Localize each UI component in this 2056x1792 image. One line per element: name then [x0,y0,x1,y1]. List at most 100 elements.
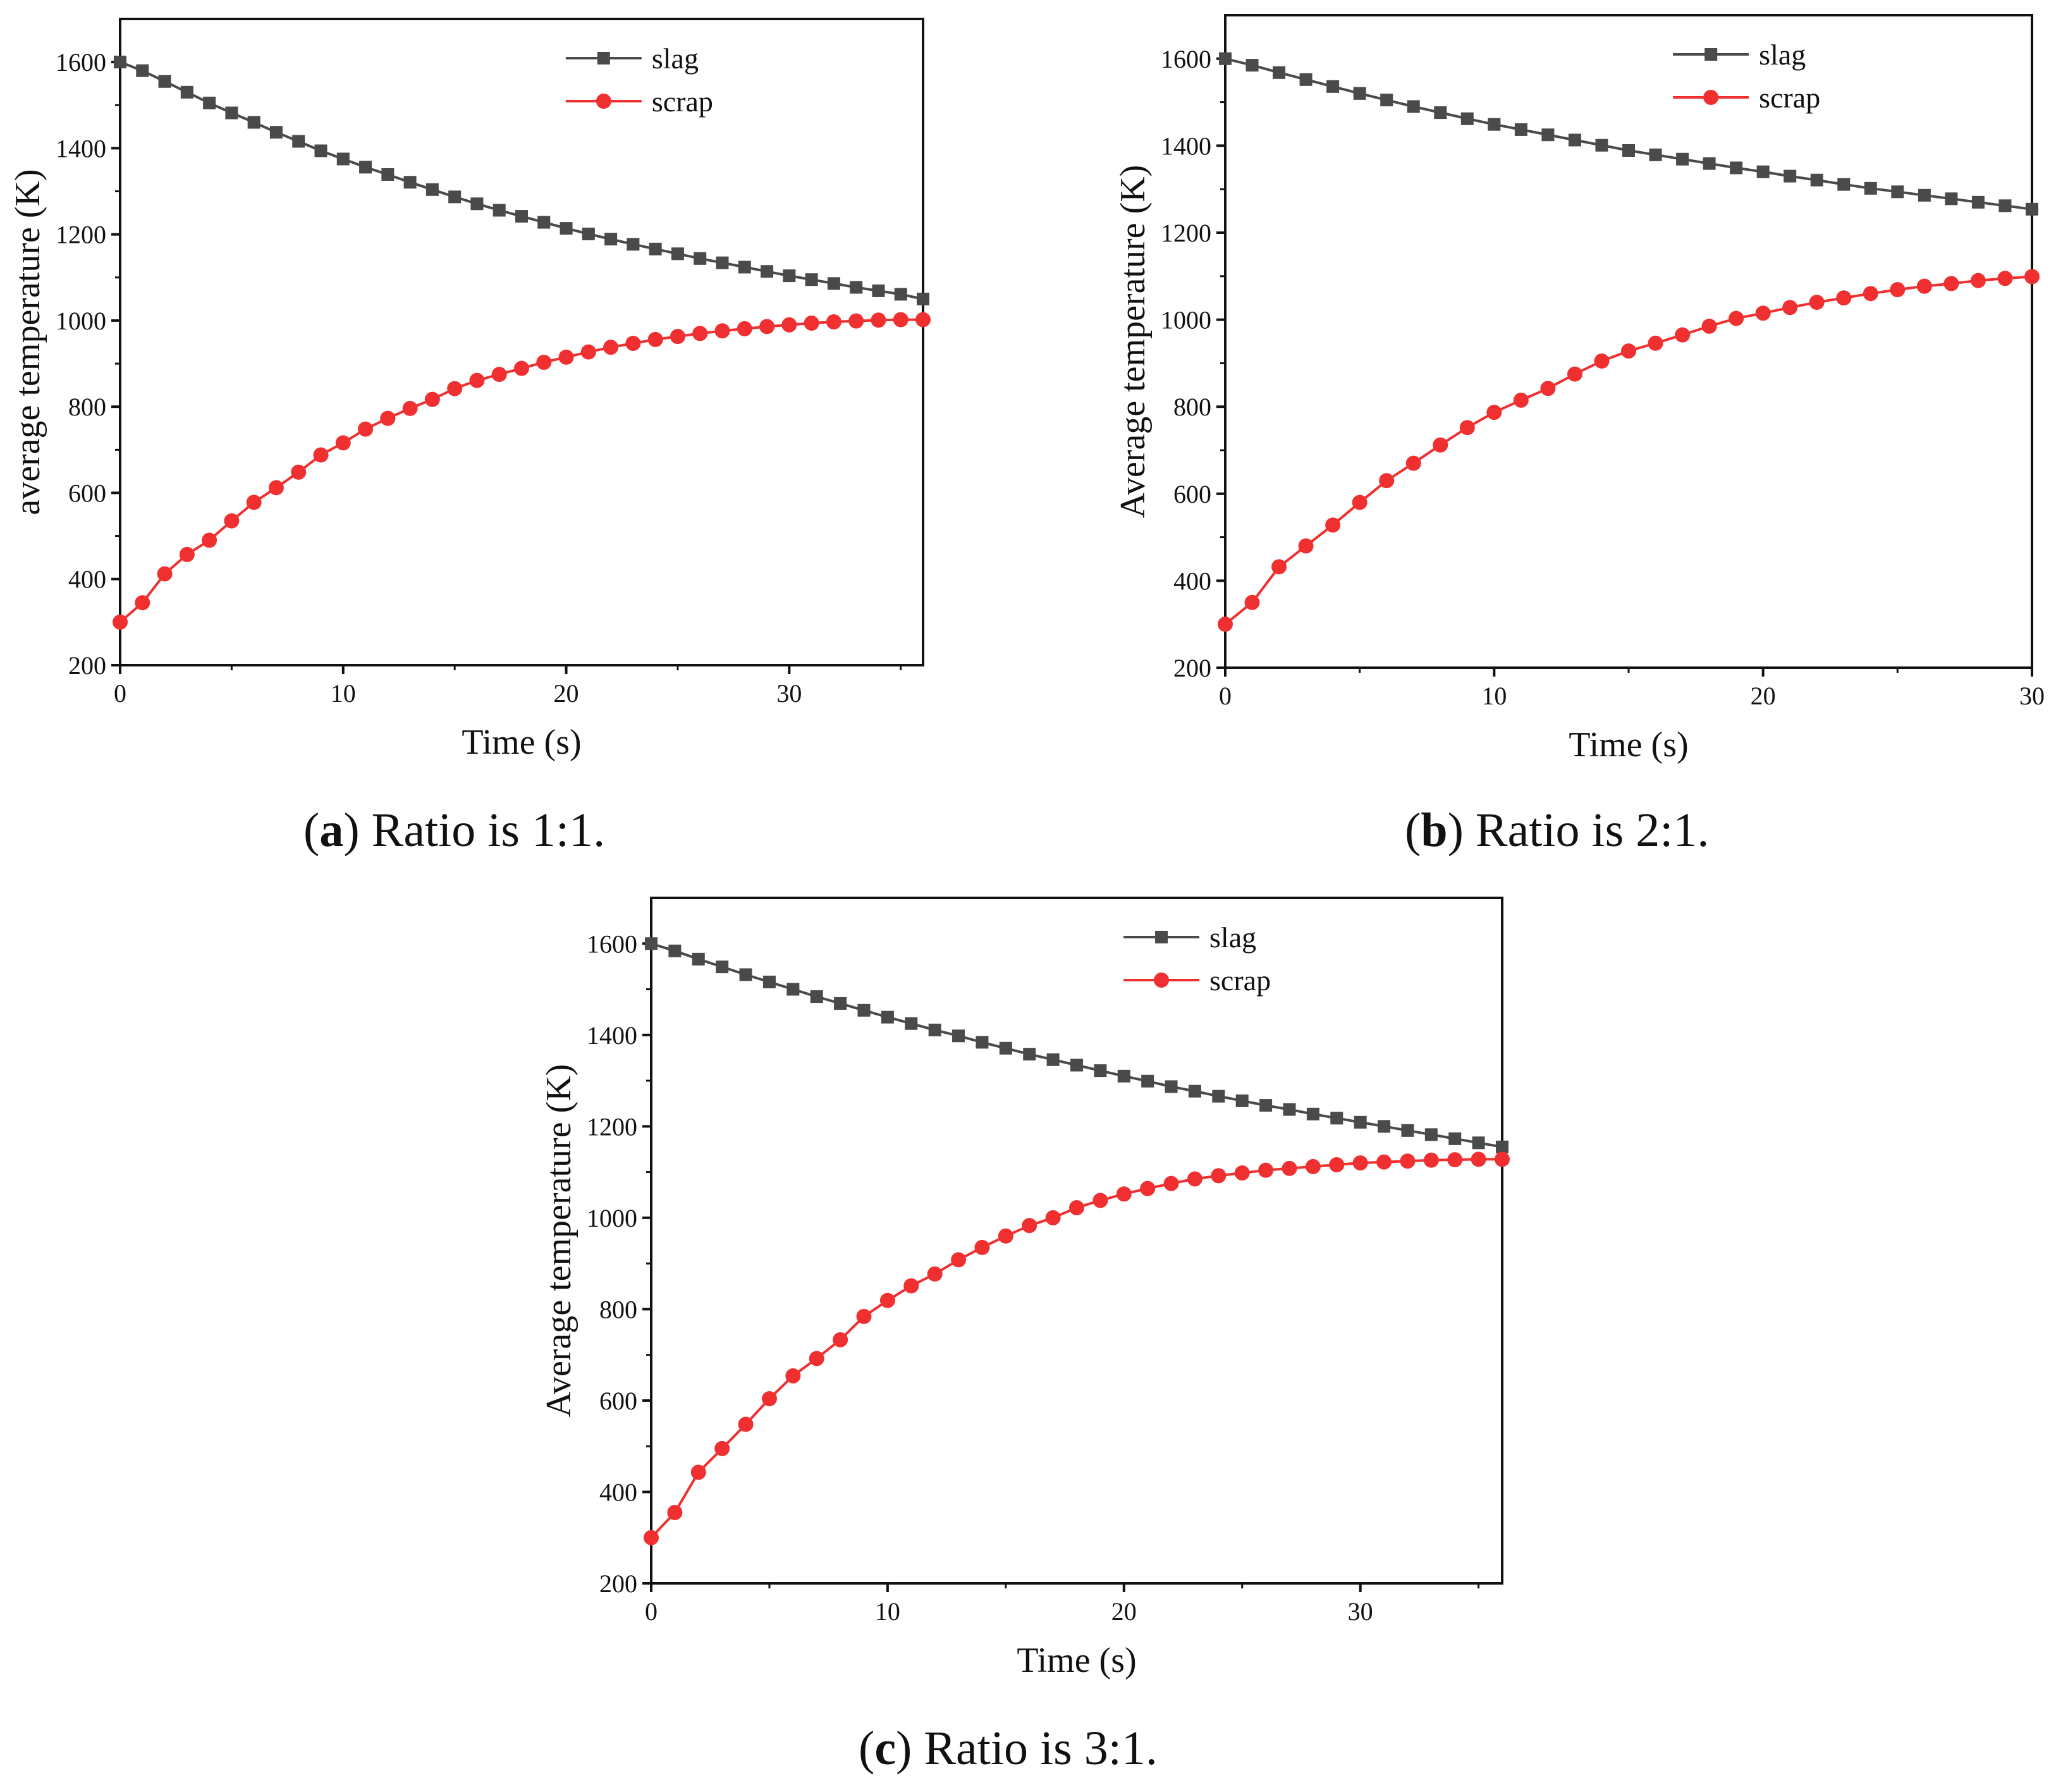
data-point-slag [1676,152,1689,166]
data-point-slag [857,1003,871,1017]
data-point-slag [1837,178,1851,191]
data-point-slag [1326,80,1340,93]
data-point-slag [403,176,417,189]
data-point-scrap [737,321,752,336]
data-point-scrap [692,326,708,341]
data-point-scrap [1329,1157,1345,1173]
data-point-scrap [113,614,128,630]
data-point-slag [180,85,193,99]
data-point-scrap [1234,1165,1250,1181]
data-point-slag [336,152,350,166]
data-point-scrap [1258,1162,1274,1178]
caption-a-letter: a [319,804,344,857]
series-scrap [113,312,931,630]
data-point-scrap [998,1228,1013,1244]
x-tick-label: 0 [114,679,126,708]
series-line-slag [1225,57,2033,211]
x-tick-label: 30 [1348,1597,1373,1626]
x-tick-label: 20 [1111,1597,1137,1626]
data-point-slag [783,269,796,283]
y-tick-label: 400 [599,1478,637,1506]
data-point-slag [1141,1074,1154,1088]
y-tick-label: 600 [68,479,106,507]
y-tick-label: 1200 [1161,219,1211,247]
data-point-scrap [1594,353,1610,369]
data-point-slag [786,983,800,996]
data-point-slag [425,183,439,196]
y-tick-label: 1200 [56,221,106,249]
data-point-slag [1595,138,1608,152]
data-point-scrap [759,319,775,334]
data-point-scrap [951,1252,967,1268]
series-scrap [1218,269,2040,632]
y-axis-label: Average temperature (K) [539,1064,578,1418]
data-point-slag [1117,1069,1130,1083]
data-point-scrap [1405,455,1421,471]
y-tick-label: 600 [1173,480,1211,508]
data-point-slag [1235,1094,1249,1107]
x-axis-label: Time (s) [1017,1641,1136,1680]
data-point-slag [805,273,818,286]
data-point-slag [716,960,729,974]
data-point-scrap [202,532,217,548]
x-tick-label: 20 [554,679,579,708]
data-point-scrap [893,312,909,328]
legend-label-scrap: scrap [652,85,713,118]
data-point-scrap [1943,276,1959,292]
data-point-scrap [1433,437,1448,453]
y-axis-label: Average temperature (K) [1113,165,1153,519]
y-tick-label: 1400 [56,134,106,163]
data-point-slag [872,284,885,297]
data-point-slag [627,238,640,251]
data-point-slag [381,168,395,181]
data-point-slag [269,126,283,139]
legend-marker-slag [597,52,610,64]
data-point-scrap [1471,1151,1486,1167]
series-line-scrap [1224,275,2033,625]
x-tick-label: 10 [1481,682,1507,710]
legend-marker-scrap [1703,90,1719,105]
data-point-scrap [491,367,507,383]
data-point-scrap [1447,1152,1463,1168]
y-tick-label: 600 [599,1387,637,1415]
y-tick-label: 800 [599,1295,637,1323]
legend-label-slag: slag [1759,39,1806,71]
y-tick-label: 200 [599,1569,637,1598]
data-point-scrap [974,1239,990,1255]
data-point-slag [1046,1053,1060,1066]
data-point-slag [1401,1124,1414,1137]
data-point-scrap [1187,1171,1202,1187]
data-point-slag [493,204,506,217]
data-point-scrap [268,480,284,496]
data-point-slag [1273,66,1286,79]
data-point-scrap [809,1351,824,1366]
y-tick-label: 800 [68,393,106,421]
data-point-scrap [157,566,173,582]
data-point-slag [928,1023,941,1036]
data-point-scrap [246,494,262,510]
caption-a: (a) Ratio is 1:1. [303,804,606,857]
data-point-slag [1283,1103,1296,1116]
y-tick-label: 800 [1173,393,1211,421]
data-point-scrap [603,340,619,355]
caption-c-text: Ratio is 3:1. [912,1722,1158,1775]
data-point-scrap [580,344,596,360]
data-point-slag [2026,202,2038,216]
data-point-scrap [1486,405,1502,420]
data-point-slag [114,56,126,69]
legend-label-slag: slag [652,42,699,75]
data-point-slag [203,96,216,109]
data-point-slag [1649,148,1662,161]
data-point-slag [537,216,551,229]
data-point-scrap [1836,290,1852,306]
data-point-scrap [402,400,418,416]
y-tick-label: 200 [68,651,106,680]
legend-marker-slag [1704,48,1718,61]
data-point-scrap [667,1504,683,1520]
data-point-scrap [1092,1193,1108,1208]
data-point-scrap [647,331,663,347]
data-point-slag [1472,1136,1485,1150]
data-point-slag [1165,1080,1178,1093]
data-point-scrap [1782,300,1798,316]
